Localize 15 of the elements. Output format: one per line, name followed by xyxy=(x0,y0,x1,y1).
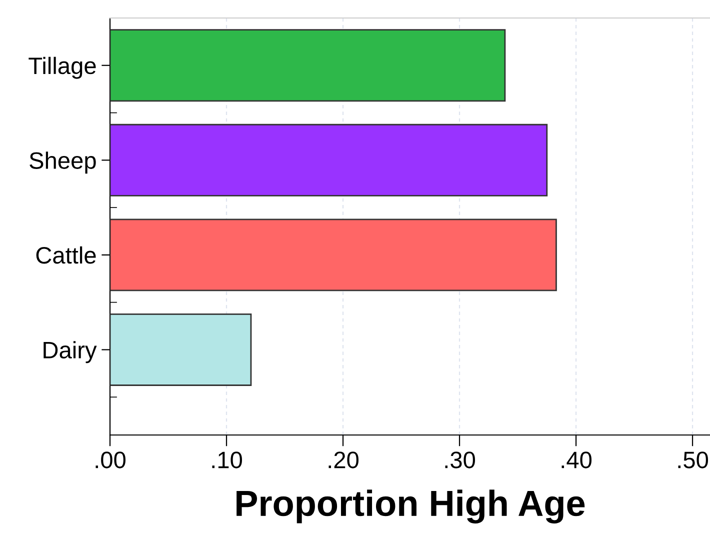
x-tick-label: .10 xyxy=(212,452,242,468)
x-tick-label: .20 xyxy=(328,452,358,468)
bar xyxy=(110,218,557,292)
x-tick-label: .30 xyxy=(445,452,476,468)
bar xyxy=(110,29,506,102)
x-axis-title: Proportion High Age xyxy=(236,490,585,524)
y-tick-label: Dairy xyxy=(44,341,97,364)
y-tick-label: Cattle xyxy=(36,246,96,264)
x-tick-label: .40 xyxy=(562,452,592,468)
y-tick-label: Sheep xyxy=(30,152,96,174)
x-tick-label: .50 xyxy=(678,452,708,468)
x-tick-label: .00 xyxy=(96,452,126,468)
bar xyxy=(110,313,252,386)
y-tick-label: Tillage xyxy=(28,56,96,79)
bar xyxy=(110,124,548,196)
